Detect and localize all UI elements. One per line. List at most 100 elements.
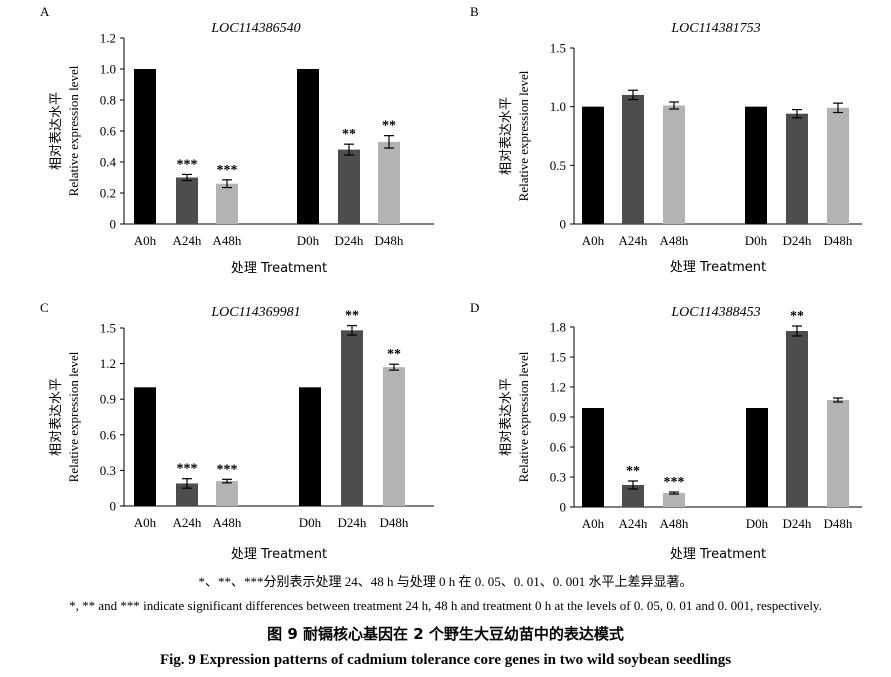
y-tick-label: 0.6: [550, 440, 567, 455]
chart-title: LOC114388453: [670, 305, 760, 320]
x-tick-label: A0h: [134, 515, 157, 530]
bar: [786, 331, 808, 507]
y-tick-label: 0.2: [100, 186, 116, 201]
significance-mark: ***: [177, 462, 198, 477]
bar: [582, 106, 604, 224]
bar: [383, 367, 405, 506]
bar: [622, 94, 644, 224]
y-tick-label: 1.2: [550, 380, 566, 395]
x-tick-label: D24h: [338, 515, 367, 530]
y-tick-label: 1.8: [550, 320, 566, 335]
x-tick-label: D24h: [783, 233, 812, 248]
y-tick-label: 1.5: [550, 350, 566, 365]
x-axis-label: 处理 Treatment: [231, 261, 327, 276]
y-axis-label: Relative expression level: [516, 70, 531, 201]
y-tick-label: 0: [560, 500, 567, 515]
bar: [582, 408, 604, 507]
y-tick-label: 1.5: [550, 41, 566, 56]
bar: [134, 69, 156, 224]
x-tick-label: D24h: [335, 233, 364, 248]
panel-letter: D: [470, 300, 479, 315]
x-tick-label: A24h: [619, 516, 648, 531]
significance-mark: ***: [217, 163, 238, 178]
bar: [341, 330, 363, 506]
bar: [378, 141, 400, 224]
significance-mark: **: [345, 309, 359, 324]
x-tick-label: D0h: [745, 233, 768, 248]
bar: [663, 493, 685, 507]
x-tick-label: A48h: [213, 233, 242, 248]
x-axis-label: 处理 Treatment: [670, 547, 766, 562]
significance-mark: **: [626, 464, 640, 479]
panel-letter: B: [470, 4, 479, 19]
y-tick-label: 0.8: [100, 93, 116, 108]
x-axis-label: 处理 Treatment: [231, 547, 327, 562]
significance-mark: **: [387, 347, 401, 362]
bar: [134, 387, 156, 506]
bar: [827, 400, 849, 507]
y-tick-label: 1.2: [100, 356, 116, 371]
bar: [663, 105, 685, 224]
y-tick-label: 1.2: [100, 31, 116, 46]
x-tick-label: A24h: [173, 233, 202, 248]
bar: [622, 485, 644, 507]
significance-note-zh: *、**、***分别表示处理 24、48 h 与处理 0 h 在 0. 05、0…: [198, 574, 693, 589]
figure-title-en: Fig. 9 Expression patterns of cadmium to…: [159, 652, 732, 668]
chart-title: LOC114369981: [210, 305, 300, 320]
bar: [216, 183, 238, 224]
y-tick-label: 1.0: [550, 99, 566, 114]
y-tick-label: 0: [110, 217, 117, 232]
panel-letter: A: [40, 4, 50, 19]
x-tick-label: D24h: [783, 516, 812, 531]
y-axis-label-zh: 相对表达水平: [499, 97, 514, 175]
significance-mark: ***: [177, 157, 198, 172]
y-tick-label: 1.5: [100, 321, 116, 336]
y-tick-label: 0.4: [100, 155, 117, 170]
x-tick-label: A0h: [582, 516, 605, 531]
y-axis-label-zh: 相对表达水平: [499, 378, 514, 456]
x-tick-label: D48h: [824, 516, 853, 531]
x-tick-label: A24h: [619, 233, 648, 248]
y-tick-label: 0.3: [100, 463, 116, 478]
x-tick-label: A48h: [660, 516, 689, 531]
x-tick-label: D48h: [375, 233, 404, 248]
x-tick-label: D48h: [380, 515, 409, 530]
y-tick-label: 1.0: [100, 62, 116, 77]
bar: [338, 149, 360, 224]
y-axis-label: Relative expression level: [66, 65, 81, 196]
x-tick-label: A48h: [213, 515, 242, 530]
bar: [746, 408, 768, 507]
chart-title: LOC114381753: [670, 21, 760, 36]
y-tick-label: 0: [560, 217, 567, 232]
y-tick-label: 0.3: [550, 470, 566, 485]
bar: [827, 107, 849, 224]
significance-mark: **: [342, 127, 356, 142]
x-tick-label: D0h: [299, 515, 322, 530]
y-axis-label: Relative expression level: [66, 351, 81, 482]
bar: [176, 483, 198, 506]
x-tick-label: A24h: [173, 515, 202, 530]
panel-letter: C: [40, 300, 49, 315]
y-tick-label: 0.6: [100, 427, 117, 442]
y-tick-label: 0.6: [100, 124, 117, 139]
significance-mark: **: [382, 119, 396, 134]
x-tick-label: D0h: [746, 516, 769, 531]
figure-title-zh: 图 9 耐镉核心基因在 2 个野生大豆幼苗中的表达模式: [267, 625, 624, 643]
bar: [176, 177, 198, 224]
bar: [216, 481, 238, 506]
x-tick-label: A48h: [660, 233, 689, 248]
y-tick-label: 0.5: [550, 158, 566, 173]
bar: [297, 69, 319, 224]
bar: [786, 113, 808, 224]
significance-mark: ***: [664, 475, 685, 490]
y-axis-label: Relative expression level: [516, 351, 531, 482]
x-tick-label: D48h: [824, 233, 853, 248]
x-tick-label: D0h: [297, 233, 320, 248]
x-tick-label: A0h: [134, 233, 157, 248]
y-axis-label-zh: 相对表达水平: [49, 378, 64, 456]
y-tick-label: 0.9: [100, 392, 116, 407]
significance-note-en: *, ** and *** indicate significant diffe…: [69, 598, 822, 613]
y-tick-label: 0: [110, 499, 117, 514]
x-tick-label: A0h: [582, 233, 605, 248]
